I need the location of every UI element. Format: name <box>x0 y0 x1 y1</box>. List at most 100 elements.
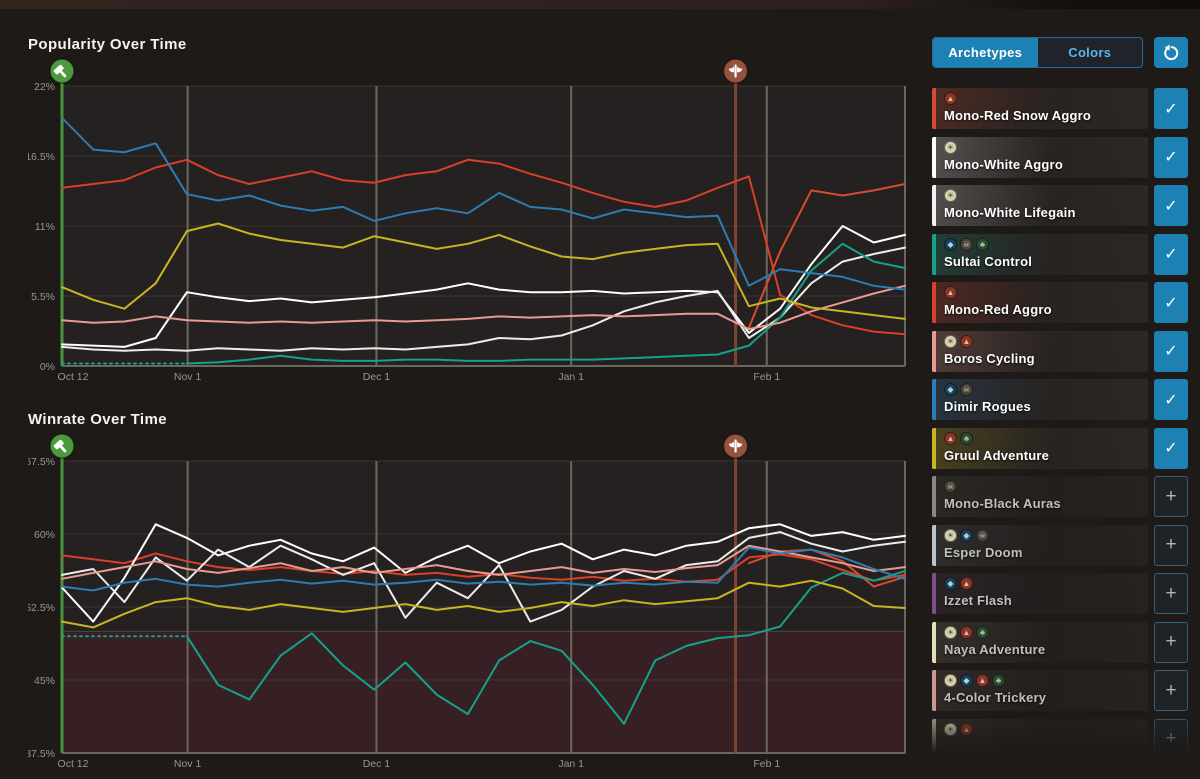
mana-w-icon: ☀ <box>944 334 957 348</box>
y-tick-label: 67.5% <box>28 456 55 468</box>
x-tick-label: Oct 12 <box>58 758 89 770</box>
archetype-toggle-checked[interactable]: ✓ <box>1154 330 1188 372</box>
archetype-color-bar <box>932 233 936 275</box>
archetype-info: ☀ ◆ ☠ Esper Doom <box>944 528 1023 560</box>
archetype-toggle-add[interactable]: + <box>1154 670 1188 711</box>
archetype-item: ☀ Mono-White Lifegain ✓ <box>932 185 1188 226</box>
archetype-color-bar <box>932 185 936 226</box>
archetype-row[interactable]: ☀ ▲ Boros Cycling <box>932 330 1148 372</box>
archetype-toggle-checked[interactable]: ✓ <box>1154 233 1188 275</box>
archetype-row[interactable]: ☀ ◆ ▲ ♣ 4-Color Trickery <box>932 670 1148 711</box>
archetype-toggle-add[interactable]: + <box>1154 573 1188 614</box>
mana-icons: ☀ <box>944 189 1076 203</box>
archetype-name: Izzet Flash <box>944 593 1012 608</box>
archetype-color-bar <box>932 282 936 323</box>
x-tick-label: Feb 1 <box>753 758 780 770</box>
archetype-row[interactable]: ▲ ♣ Gruul Adventure <box>932 427 1148 469</box>
reset-button[interactable] <box>1154 37 1188 68</box>
tab-archetypes[interactable]: Archetypes <box>933 38 1038 67</box>
archetype-info: ☀ ▲ <box>944 722 973 739</box>
mana-icons: ☀ <box>944 140 1063 155</box>
archetype-row[interactable]: ◆ ☠ Dimir Rogues <box>932 379 1148 420</box>
mana-w-icon: ☀ <box>944 528 957 542</box>
mana-icons: ☀ ▲ <box>944 722 973 737</box>
series-line-mono-red-snow-aggro <box>747 183 906 329</box>
archetype-color-bar <box>932 524 936 566</box>
archetype-name: Sultai Control <box>944 253 1033 269</box>
archetype-toggle-checked[interactable]: ✓ <box>1154 282 1188 323</box>
archetype-item: ☠ Mono-Black Auras + <box>932 476 1188 517</box>
mana-r-icon: ▲ <box>944 431 957 445</box>
archetype-row[interactable]: ☀ ▲ ♣ Naya Adventure <box>932 621 1148 663</box>
season-start-marker[interactable] <box>49 433 75 459</box>
archetype-row[interactable]: ☀ Mono-White Aggro <box>932 136 1148 178</box>
archetype-row[interactable]: ◆ ☠ ♣ Sultai Control <box>932 233 1148 275</box>
set-release-marker[interactable] <box>722 58 749 84</box>
archetype-info: ☀ ▲ ♣ Naya Adventure <box>944 625 1045 657</box>
tab-colors[interactable]: Colors <box>1068 45 1112 60</box>
mana-icons: ▲ ♣ <box>944 431 1049 446</box>
page-top-art-strip <box>0 0 1200 9</box>
y-tick-label: 16.5% <box>28 151 55 163</box>
archetype-toggle-add[interactable]: + <box>1154 718 1188 760</box>
mana-icons: ▲ <box>944 92 1091 106</box>
winrate-chart-title: Winrate Over Time <box>28 411 167 428</box>
archetype-toggle-add[interactable]: + <box>1154 476 1188 517</box>
y-tick-label: 52.5% <box>28 602 55 614</box>
archetype-row[interactable]: ☀ ▲ <box>932 718 1148 760</box>
archetype-name: Mono-Black Auras <box>944 496 1061 511</box>
mana-icons: ☀ ◆ ▲ ♣ <box>944 674 1046 688</box>
archetype-toggle-checked[interactable]: ✓ <box>1154 136 1188 178</box>
y-tick-label: 22% <box>34 81 55 93</box>
mana-b-icon: ☠ <box>944 480 957 493</box>
popularity-chart: 22% 16.5% 11% 5.5% 0% Oct 12 Nov 1 Dec 1 Jan 1 Fe… <box>25 58 918 397</box>
hammer-icon <box>53 64 67 78</box>
archetype-info: ☀ Mono-White Lifegain <box>944 189 1076 220</box>
archetype-row[interactable]: ☀ Mono-White Lifegain <box>932 185 1148 226</box>
archetype-row[interactable]: ▲ Mono-Red Snow Aggro <box>932 88 1148 129</box>
archetype-toggle-checked[interactable]: ✓ <box>1154 379 1188 420</box>
archetype-color-bar <box>932 621 936 663</box>
archetype-row[interactable]: ☠ Mono-Black Auras <box>932 476 1148 517</box>
mana-u-icon: ◆ <box>944 577 957 590</box>
archetype-item: ◆ ▲ Izzet Flash + <box>932 573 1188 614</box>
mana-u-icon: ◆ <box>960 674 973 687</box>
archetype-toggle-add[interactable]: + <box>1154 621 1188 663</box>
archetype-row[interactable]: ☀ ◆ ☠ Esper Doom <box>932 524 1148 566</box>
series-line-gruul-adventure <box>61 222 906 320</box>
archetype-item: ◆ ☠ Dimir Rogues ✓ <box>932 379 1188 420</box>
archetype-item: ☀ ▲ Boros Cycling ✓ <box>932 330 1188 372</box>
archetype-item-partial: ☀ ▲ + <box>932 718 1188 760</box>
archetype-toggle-checked[interactable]: ✓ <box>1154 185 1188 226</box>
mana-b-icon: ☠ <box>976 528 989 542</box>
archetype-info: ☀ ◆ ▲ ♣ 4-Color Trickery <box>944 674 1046 705</box>
chart-canvas: 22% 16.5% 11% 5.5% 0%Oct 12 Nov 1 Dec 1 Jan 1 Fe… <box>25 58 906 383</box>
x-tick-label: Jan 1 <box>558 371 584 383</box>
popularity-chart-title: Popularity Over Time <box>28 36 187 53</box>
archetype-info: ▲ Mono-Red Aggro <box>944 286 1052 317</box>
archetype-item: ▲ Mono-Red Snow Aggro ✓ <box>932 88 1188 129</box>
archetype-row[interactable]: ◆ ▲ Izzet Flash <box>932 573 1148 614</box>
set-release-marker[interactable] <box>722 433 749 459</box>
series-line-mono-white-lifegain <box>61 246 906 352</box>
archetype-toggle-checked[interactable]: ✓ <box>1154 427 1188 469</box>
y-tick-label: 0% <box>40 361 55 373</box>
undo-icon <box>1164 44 1179 60</box>
archetype-toggle-add[interactable]: + <box>1154 524 1188 566</box>
archetype-item: ☀ ▲ ♣ Naya Adventure + <box>932 621 1188 663</box>
mana-u-icon: ◆ <box>944 383 957 396</box>
mana-g-icon: ♣ <box>960 431 973 445</box>
x-tick-label: Nov 1 <box>174 371 202 383</box>
series-line-mono-red-aggro <box>61 158 906 336</box>
archetype-name: Mono-Red Aggro <box>944 302 1052 317</box>
mana-icons: ◆ ▲ <box>944 577 1012 591</box>
series-line-boros-cycling <box>61 284 906 331</box>
season-start-marker[interactable] <box>49 58 75 84</box>
mana-icons: ◆ ☠ <box>944 383 1031 397</box>
winrate-chart: 67.5% 60% 52.5% 45% 37.5% Oct 12 Nov 1 Dec 1 Jan… <box>25 433 918 779</box>
archetype-name: Dimir Rogues <box>944 399 1031 414</box>
archetype-row[interactable]: ▲ Mono-Red Aggro <box>932 282 1148 323</box>
archetype-toggle-checked[interactable]: ✓ <box>1154 88 1188 129</box>
mana-g-icon: ♣ <box>992 674 1005 687</box>
archetype-name: Mono-White Aggro <box>944 156 1063 172</box>
